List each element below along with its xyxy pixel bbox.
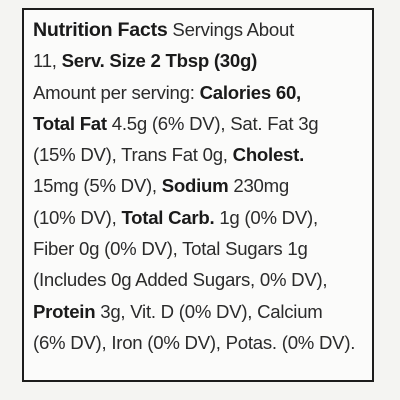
text: Fiber 0g (0% DV), Total Sugars 1g — [33, 238, 308, 260]
bold-text: Cholest. — [232, 144, 305, 166]
label-line: (6% DV), Iron (0% DV), Potas. (0% DV). — [33, 327, 355, 358]
text: 15mg (5% DV), — [33, 175, 162, 197]
bold-text: Total Fat — [33, 112, 107, 134]
bold-text: Total Carb. — [121, 206, 215, 228]
label-line: (10% DV), Total Carb. 1g (0% DV), — [33, 202, 355, 233]
label-line: (15% DV), Trans Fat 0g, Cholest. — [33, 139, 355, 170]
text: 3g, Vit. D (0% DV), Calcium — [95, 300, 323, 322]
label-line: 11, Serv. Size 2 Tbsp (30g) — [33, 45, 355, 76]
bold-text: Serv. Size 2 Tbsp (30g) — [61, 50, 258, 72]
label-text: Nutrition Facts Servings About 11, Serv. … — [33, 14, 355, 358]
text: 230mg — [228, 175, 289, 197]
text: (6% DV), Iron (0% DV), Potas. (0% DV). — [33, 331, 356, 353]
bold-text: Sodium — [161, 175, 229, 197]
label-line: Protein 3g, Vit. D (0% DV), Calcium — [33, 296, 355, 327]
text: 11, — [33, 50, 62, 72]
text: 1g (0% DV), — [214, 206, 318, 228]
label-line: Total Fat 4.5g (6% DV), Sat. Fat 3g — [33, 108, 355, 139]
text: (15% DV), Trans Fat 0g, — [33, 144, 233, 166]
nutrition-label: Nutrition Facts Servings About 11, Serv. … — [22, 8, 374, 382]
text: Amount per serving: — [33, 81, 200, 103]
text: (Includes 0g Added Sugars, 0% DV), — [33, 269, 328, 291]
label-line: Fiber 0g (0% DV), Total Sugars 1g — [33, 233, 355, 264]
text: (10% DV), — [33, 206, 122, 228]
text: 4.5g (6% DV), Sat. Fat 3g — [106, 112, 319, 134]
label-line: (Includes 0g Added Sugars, 0% DV), — [33, 264, 355, 295]
label-line: 15mg (5% DV), Sodium 230mg — [33, 170, 355, 201]
bold-text: Protein — [33, 300, 96, 322]
bold-text: Nutrition Facts — [33, 19, 168, 41]
text: Servings About — [167, 19, 294, 40]
bold-text: Calories 60, — [199, 81, 302, 103]
label-line: Nutrition Facts Servings About — [33, 14, 355, 45]
label-line: Amount per serving: Calories 60, — [33, 77, 355, 108]
